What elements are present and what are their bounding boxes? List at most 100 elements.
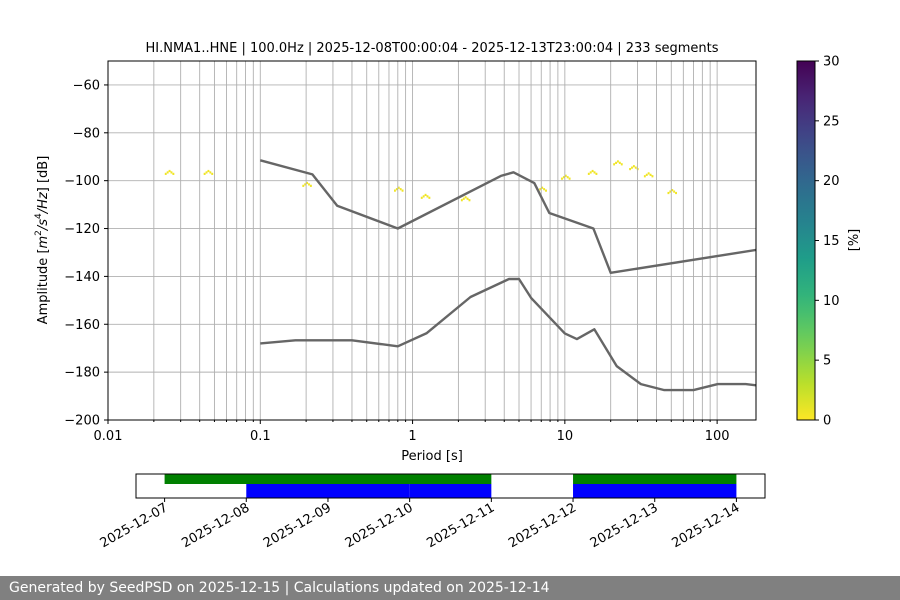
y-tick-label: −120 bbox=[64, 222, 100, 237]
pdf-cell-sparse bbox=[460, 199, 463, 202]
pdf-cell-sparse bbox=[616, 160, 619, 163]
pdf-cell-sparse bbox=[561, 177, 563, 180]
pdf-cell-sparse bbox=[426, 195, 429, 198]
pdf-cell-sparse bbox=[466, 197, 469, 200]
pdf-cell-sparse bbox=[172, 172, 175, 175]
chart-title: HI.NMA1..HNE | 100.0Hz | 2025-12-08T00:0… bbox=[145, 41, 718, 56]
pdf-cell-sparse bbox=[399, 188, 402, 191]
pdf-cell-sparse bbox=[462, 197, 465, 200]
timeline-bar-blue bbox=[246, 484, 410, 498]
pdf-cell-sparse bbox=[566, 176, 569, 179]
low-noise-model-line bbox=[260, 277, 756, 392]
pdf-cell-sparse bbox=[591, 169, 594, 173]
data-availability-timeline: 2025-12-07 2025-12-08 2025-12-09 2025-12-10… bbox=[98, 473, 766, 551]
colorbar: 0 5 10 15 20 25 30 bbox=[796, 55, 840, 429]
grid-lines bbox=[107, 61, 756, 421]
colorbar-tick-label: 30 bbox=[823, 55, 840, 70]
y-tick-label: −140 bbox=[64, 270, 100, 285]
pdf-cell-sparse bbox=[649, 173, 652, 176]
colorbar-tick-label: 0 bbox=[823, 414, 831, 429]
high-noise-model-line bbox=[259, 159, 756, 274]
pdf-cell-sparse bbox=[164, 172, 167, 175]
colorbar-tick-label: 25 bbox=[823, 114, 840, 129]
pdf-cell-sparse bbox=[593, 171, 596, 174]
pdf-cell-sparse bbox=[205, 171, 208, 174]
pdf-cell-sparse bbox=[667, 191, 670, 195]
timeline-tick-label: 2025-12-10 bbox=[343, 500, 416, 551]
pdf-cell-sparse bbox=[170, 171, 173, 174]
pdf-cell-sparse bbox=[651, 175, 654, 178]
pdf-cell-sparse bbox=[615, 161, 617, 164]
pdf-cell-sparse bbox=[629, 167, 632, 171]
pdf-cell-sparse bbox=[539, 188, 542, 191]
footer-text: Generated by SeedPSD on 2025-12-15 | Cal… bbox=[9, 580, 550, 596]
pdf-cell-sparse bbox=[543, 188, 546, 191]
x-tick-label: 10 bbox=[557, 429, 574, 444]
timeline-tick-label: 2025-12-12 bbox=[506, 500, 579, 551]
pdf-cell-sparse bbox=[541, 186, 544, 189]
pdf-cell-sparse bbox=[647, 172, 650, 175]
colorbar-tick-label: 10 bbox=[823, 294, 840, 309]
y-tick-label: −80 bbox=[73, 126, 100, 141]
pdf-cell-sparse bbox=[631, 166, 633, 169]
pdf-cell-sparse bbox=[618, 161, 621, 164]
timeline-bar-blue bbox=[573, 484, 737, 498]
pdf-cell-sparse bbox=[424, 193, 427, 197]
pdf-cell-sparse bbox=[675, 191, 677, 195]
pdf-cell-sparse bbox=[394, 189, 396, 192]
y-tick-label: −60 bbox=[73, 78, 100, 93]
timeline-frame bbox=[135, 473, 766, 499]
pdf-cell-sparse bbox=[302, 184, 305, 187]
pdf-cell-sparse bbox=[468, 199, 471, 202]
pdf-cell-sparse bbox=[587, 172, 590, 175]
pdf-cell-sparse bbox=[568, 177, 571, 180]
pdf-cell-sparse bbox=[632, 165, 635, 168]
noise-models bbox=[259, 159, 756, 392]
pdf-cell-sparse bbox=[395, 188, 398, 191]
y-axis-label: Amplitude [m2/s4/Hz] [dB] bbox=[34, 156, 51, 325]
pdf-cell-sparse bbox=[564, 174, 567, 177]
pdf-cell-sparse bbox=[673, 190, 676, 193]
pdf-cell-sparse bbox=[595, 172, 598, 175]
axes-frame bbox=[107, 60, 757, 421]
pdf-cell-sparse bbox=[207, 169, 210, 173]
pdf-cell-sparse bbox=[168, 169, 171, 173]
pdf-cell-sparse bbox=[166, 171, 169, 174]
figure: HI.NMA1..HNE | 100.0Hz | 2025-12-08T00:0… bbox=[34, 41, 862, 551]
pdf-cell-sparse bbox=[308, 183, 310, 186]
pdf-cell-sparse bbox=[464, 196, 467, 199]
y-tick-label: −180 bbox=[64, 366, 100, 381]
colorbar-tick-label: 5 bbox=[823, 354, 831, 369]
pdf-cell-sparse bbox=[422, 195, 425, 198]
colorbar-label: [%] bbox=[847, 229, 862, 252]
timeline-tick-label: 2025-12-09 bbox=[261, 500, 334, 551]
pdf-cell-sparse bbox=[304, 183, 307, 186]
pdf-cell-sparse bbox=[209, 171, 212, 174]
timeline-tick-label: 2025-12-08 bbox=[179, 500, 252, 551]
pdf-cell-sparse bbox=[420, 196, 423, 199]
x-tick-label: 0.1 bbox=[250, 429, 271, 444]
pdf-cell-sparse bbox=[397, 186, 400, 189]
timeline-tick-label: 2025-12-13 bbox=[588, 500, 661, 551]
x-tick-label: 1 bbox=[408, 429, 416, 444]
y-tick-label: −200 bbox=[64, 414, 100, 429]
timeline-tick-label: 2025-12-07 bbox=[98, 500, 171, 551]
colorbar-tick-label: 15 bbox=[823, 234, 840, 249]
pdf-cell-sparse bbox=[203, 172, 206, 175]
pdf-cell-sparse bbox=[428, 196, 431, 199]
pdf-cell-sparse bbox=[620, 163, 623, 166]
timeline-tick-label: 2025-12-14 bbox=[669, 500, 742, 551]
y-tick-label: −160 bbox=[64, 318, 100, 333]
x-tick-label: 100 bbox=[705, 429, 730, 444]
pdf-cell-sparse bbox=[401, 189, 404, 192]
timeline-bar-blue bbox=[409, 484, 492, 498]
colorbar-scale bbox=[796, 60, 816, 421]
timeline-tick-label: 2025-12-11 bbox=[424, 500, 497, 551]
y-tick-label: −100 bbox=[64, 174, 100, 189]
pdf-cell-sparse bbox=[309, 184, 312, 187]
pdf-cell-sparse bbox=[634, 166, 637, 169]
svg-text:Amplitude [m2/s4/Hz] [dB]: Amplitude [m2/s4/Hz] [dB] bbox=[34, 156, 51, 325]
colorbar-tick-label: 20 bbox=[823, 174, 840, 189]
pdf-cell-sparse bbox=[669, 190, 672, 193]
